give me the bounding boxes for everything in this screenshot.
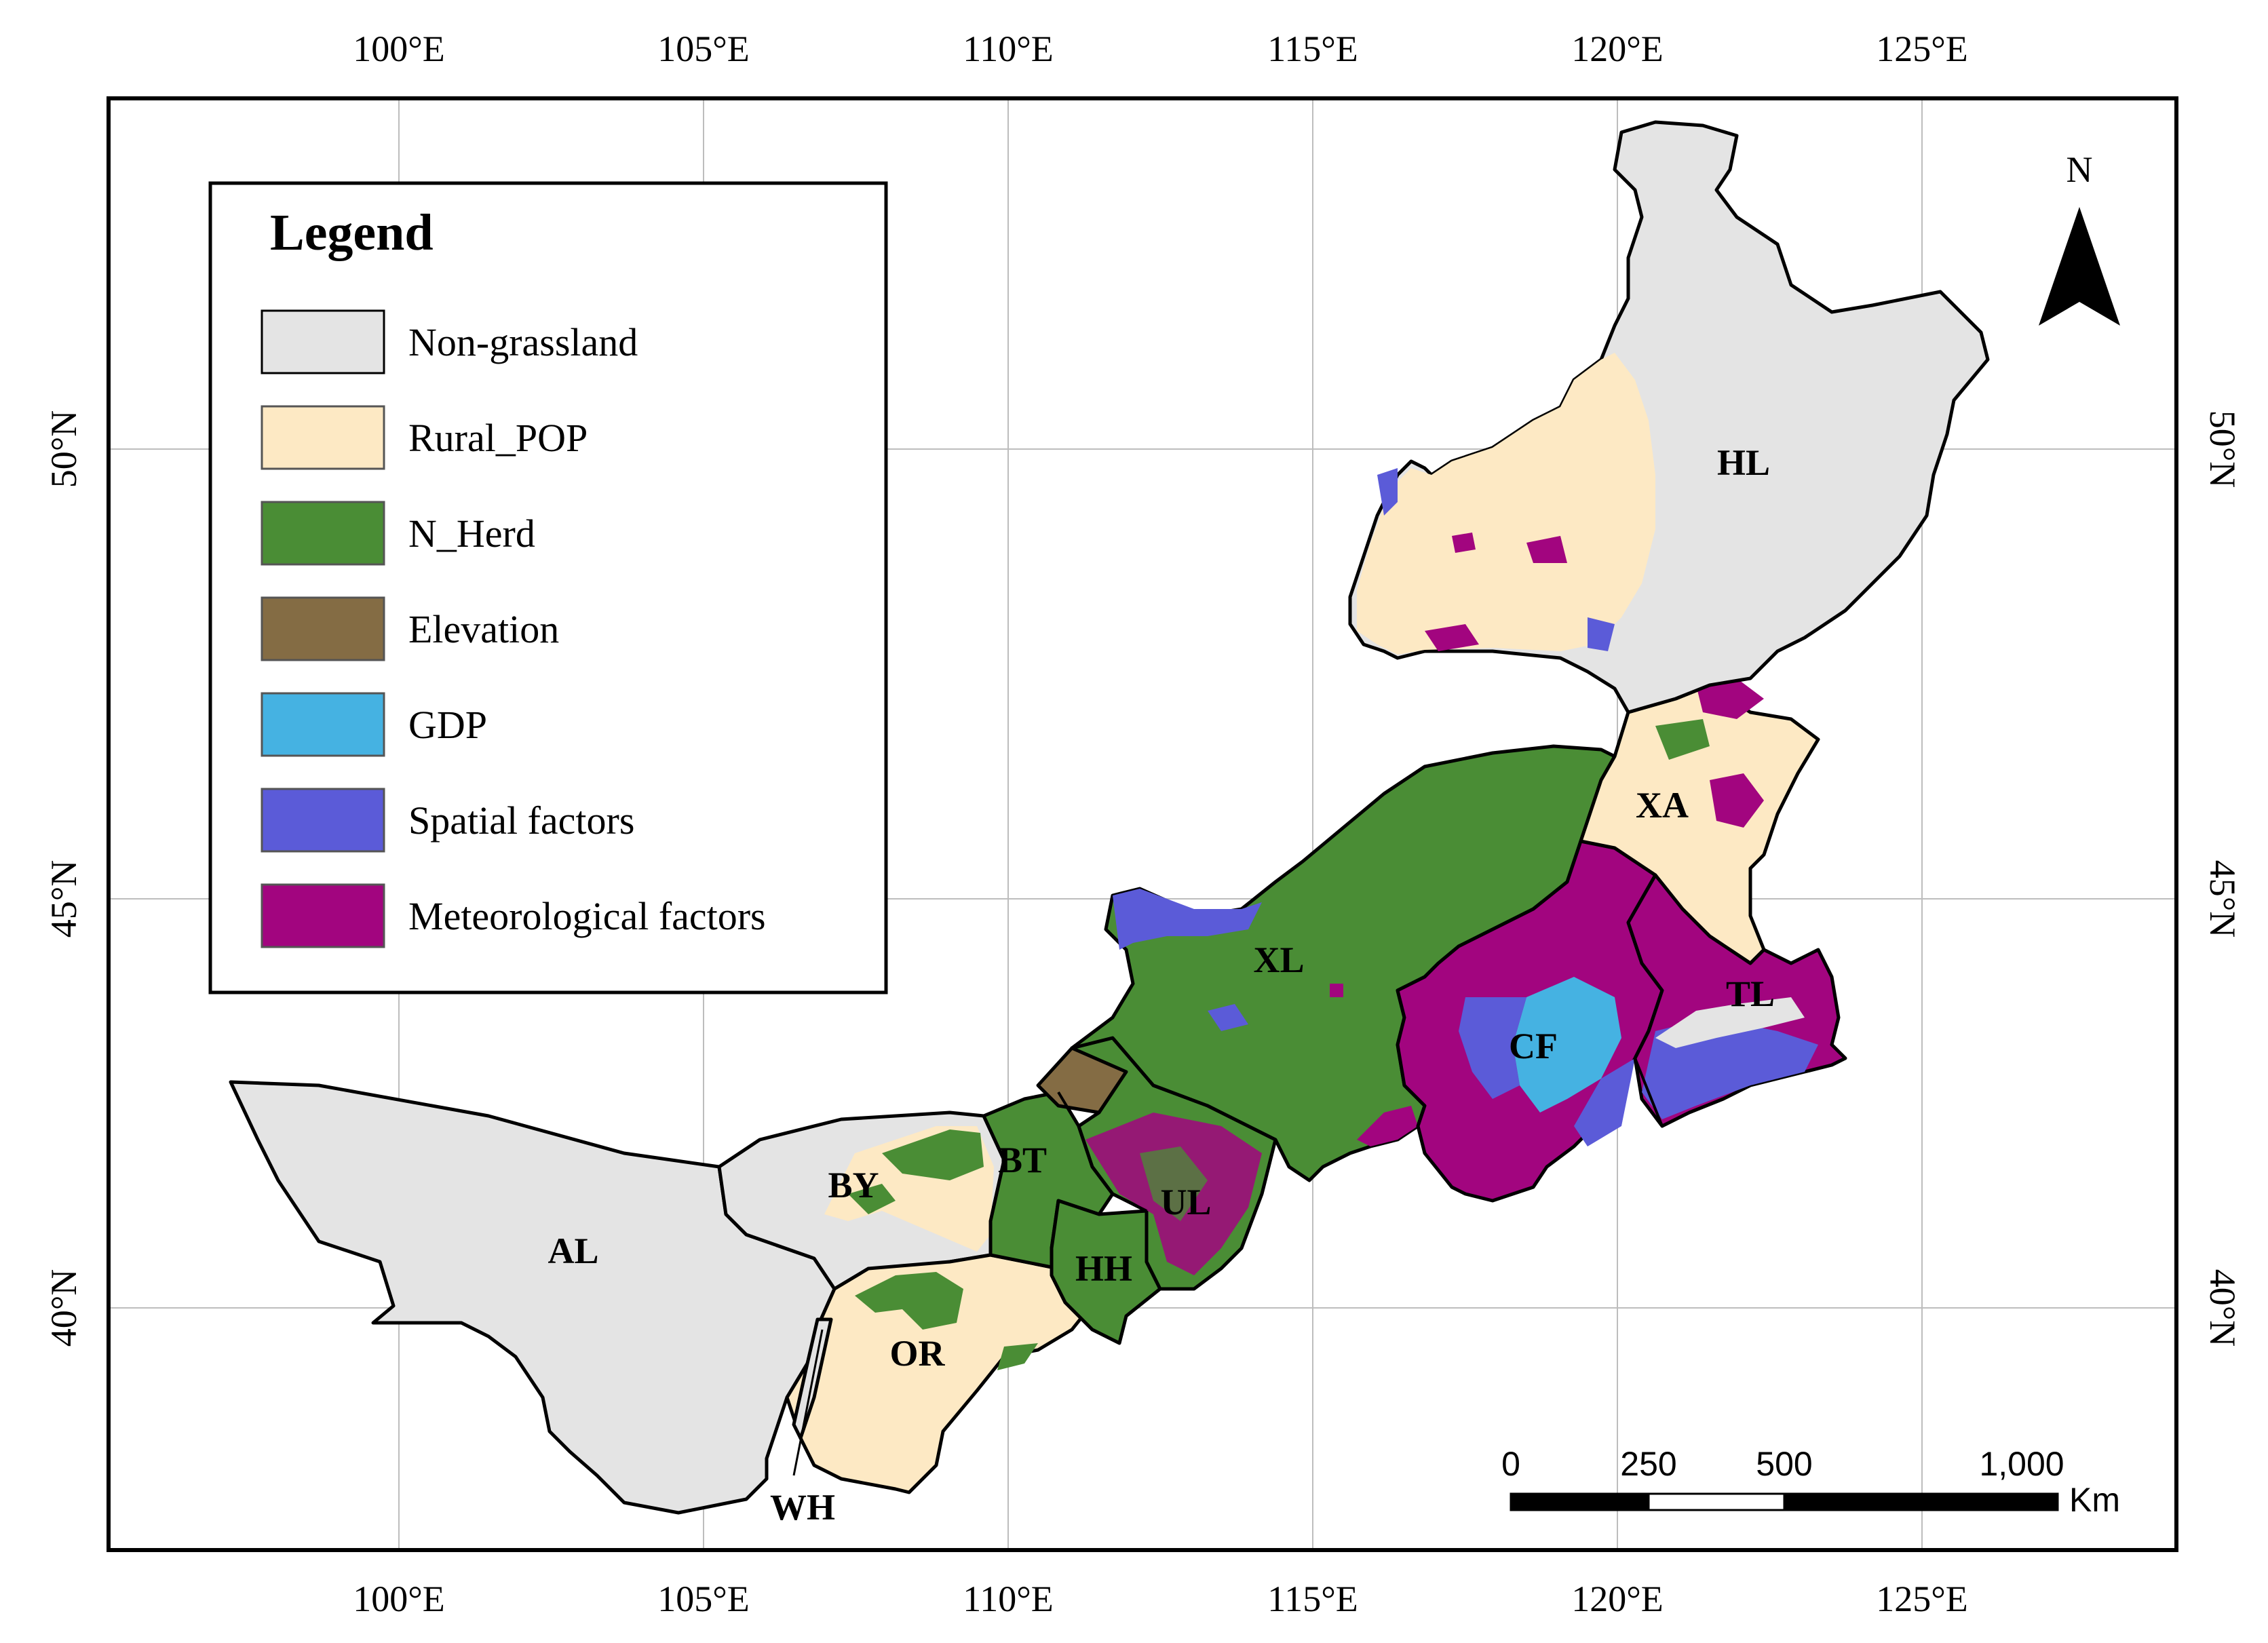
lat-tick-right: 45°N: [2202, 860, 2243, 938]
or-herd-2: [997, 1343, 1038, 1370]
hl-meteo: [1425, 624, 1479, 651]
legend-swatch: [261, 788, 385, 853]
lon-tick-top: 125°E: [1876, 28, 1968, 69]
cf-spatial-2: [1574, 1058, 1635, 1146]
legend-label: Spatial factors: [408, 798, 634, 843]
label-hh: HH: [1075, 1248, 1132, 1289]
label-xl: XL: [1253, 940, 1304, 980]
lon-tick-top: 105°E: [657, 28, 750, 69]
label-wh: WH: [770, 1487, 835, 1528]
legend-title: Legend: [270, 204, 434, 261]
north-arrow-icon: [2039, 207, 2120, 326]
lon-tick-bottom: 105°E: [657, 1579, 750, 1619]
or-herd: [855, 1272, 963, 1330]
legend-swatch: [261, 501, 385, 566]
lat-tick-left: 40°N: [43, 1269, 84, 1347]
scale-bar: 0 250 500 1,000 Km: [1501, 1445, 2120, 1519]
lon-ticks-bottom: 100°E 105°E 110°E 115°E 120°E 125°E: [353, 1579, 1968, 1619]
legend-box: [208, 181, 888, 994]
lon-tick-bottom: 115°E: [1267, 1579, 1358, 1619]
north-arrow-label: N: [2067, 149, 2093, 190]
scale-label-0: 0: [1501, 1445, 1520, 1483]
label-bt: BT: [998, 1140, 1047, 1180]
xl-meteo: [1330, 984, 1343, 997]
legend-swatch: [261, 309, 385, 374]
ul-herd-mix: [1140, 1146, 1208, 1221]
lat-tick-left: 50°N: [43, 410, 84, 488]
hl-spatial: [1377, 468, 1398, 516]
legend-label: Rural_POP: [408, 416, 588, 460]
legend-label: Non-grassland: [408, 320, 638, 364]
lon-tick-top: 120°E: [1571, 28, 1664, 69]
legend-swatch: [261, 692, 385, 757]
hl-meteo-3: [1452, 533, 1476, 553]
lon-tick-bottom: 120°E: [1571, 1579, 1664, 1619]
region-hh: [1050, 1199, 1162, 1345]
wh-leader-line: [792, 1329, 824, 1476]
north-arrow: N: [2039, 149, 2120, 326]
legend-items: Non-grassland Rural_POP N_Herd Elevation GDP…: [261, 309, 766, 948]
lat-ticks-left: 50°N 45°N 40°N: [43, 410, 84, 1347]
lat-tick-right: 50°N: [2202, 410, 2243, 488]
lon-tick-bottom: 100°E: [353, 1579, 445, 1619]
hl-rural: [1357, 353, 1655, 655]
region-labels: HL XA TL CF XL UL BT HH BY AL OR WH: [547, 442, 1775, 1528]
lat-tick-right: 40°N: [2202, 1269, 2243, 1347]
lon-tick-bottom: 110°E: [963, 1579, 1054, 1619]
lon-tick-top: 110°E: [963, 28, 1054, 69]
legend-swatch: [261, 883, 385, 948]
xa-meteo: [1696, 678, 1764, 719]
label-hl: HL: [1717, 442, 1770, 483]
lon-tick-top: 100°E: [353, 28, 445, 69]
lat-tick-left: 45°N: [43, 860, 84, 938]
legend-swatch: [261, 405, 385, 470]
xa-herd: [1655, 719, 1710, 760]
legend-label: N_Herd: [408, 511, 535, 556]
xl-spatial: [1113, 889, 1262, 950]
map-frame: [107, 96, 2178, 1552]
label-xa: XA: [1636, 785, 1689, 826]
tl-nongrass: [1655, 997, 1805, 1048]
scale-label-500: 500: [1756, 1445, 1812, 1483]
lon-ticks-top: 100°E 105°E 110°E 115°E 120°E 125°E: [353, 28, 1968, 69]
scale-label-250: 250: [1620, 1445, 1676, 1483]
scale-unit: Km: [2069, 1481, 2120, 1519]
region-dividers: [1057, 840, 1664, 1212]
legend-label: GDP: [408, 703, 487, 747]
legend-label: Elevation: [408, 607, 559, 651]
hl-meteo-2: [1526, 536, 1567, 563]
lat-ticks-right: 50°N 45°N 40°N: [2202, 410, 2243, 1347]
label-ul: UL: [1160, 1182, 1211, 1222]
legend-swatch: [261, 596, 385, 661]
lon-tick-bottom: 125°E: [1876, 1579, 1968, 1619]
label-cf: CF: [1509, 1026, 1558, 1066]
cf-spatial: [1459, 997, 1526, 1099]
map-regions: [229, 120, 1990, 1515]
lon-tick-top: 115°E: [1267, 28, 1358, 69]
label-or: OR: [890, 1333, 946, 1374]
xa-meteo-2: [1710, 773, 1764, 828]
region-al: [229, 1080, 837, 1515]
xl-meteo-2: [1357, 1106, 1418, 1146]
cf-gdp: [1513, 977, 1621, 1113]
xl-spatial-2: [1208, 1004, 1248, 1031]
label-by: BY: [828, 1165, 879, 1205]
by-herd: [882, 1129, 984, 1180]
label-tl: TL: [1726, 973, 1775, 1014]
legend: Legend Non-grassland Rural_POP N_Herd Eleva…: [208, 181, 888, 994]
hl-spatial-2: [1588, 617, 1615, 651]
label-al: AL: [547, 1231, 598, 1271]
by-herd-2: [848, 1184, 896, 1214]
legend-label: Meteorological factors: [408, 894, 766, 938]
scale-label-1000: 1,000: [1979, 1445, 2064, 1483]
